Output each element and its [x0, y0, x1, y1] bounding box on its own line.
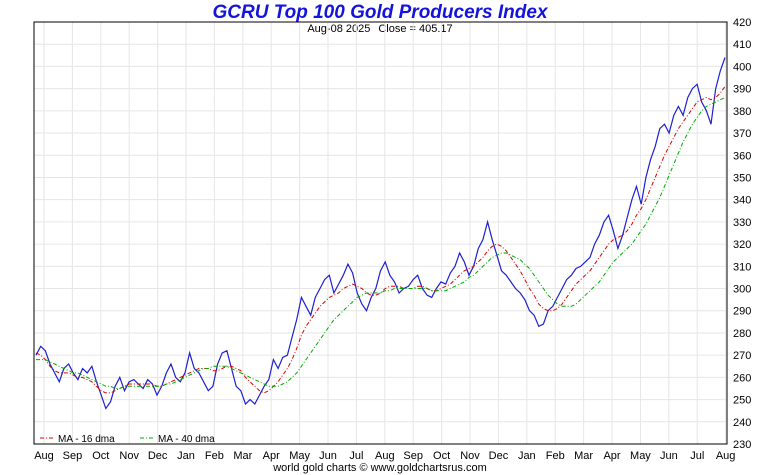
chart-title: GCRU Top 100 Gold Producers Index [212, 2, 548, 23]
legend: MA - 16 dma MA - 40 dma [40, 434, 215, 445]
x-tick-label: Dec [489, 450, 509, 462]
x-tick-label: Apr [263, 450, 280, 462]
x-tick-label: Jan [177, 450, 195, 462]
y-tick-label: 350 [733, 172, 751, 184]
x-tick-label: Jan [518, 450, 536, 462]
y-tick-label: 330 [733, 217, 751, 229]
x-tick-label: Feb [205, 450, 224, 462]
plot-frame [33, 21, 728, 445]
x-tick-label: Apr [603, 450, 620, 462]
x-tick-label: Jul [349, 450, 363, 462]
y-tick-label: 370 [733, 128, 751, 140]
y-tick-label: 320 [733, 239, 751, 251]
series-layer [35, 57, 726, 410]
ma40-line [36, 97, 726, 389]
y-tick-label: 400 [733, 61, 751, 73]
y-axis-ticks: 230 240 250 260 270 280 290 300 310 320 330 340 350 3… [733, 17, 751, 451]
x-tick-label: Jul [690, 450, 704, 462]
x-tick-label: May [630, 450, 651, 462]
x-tick-label: Mar [574, 450, 593, 462]
chart-subtitle: Aug-08 2025 Close = 405.17 [0, 23, 760, 35]
y-tick-label: 340 [733, 195, 751, 207]
x-tick-label: Sep [63, 450, 83, 462]
x-tick-label: Sep [403, 450, 423, 462]
x-tick-label: Aug [34, 450, 54, 462]
x-tick-label: Aug [716, 450, 736, 462]
chart-footer: world gold charts © www.goldchartsrus.co… [273, 462, 487, 474]
price-line [35, 57, 726, 410]
y-tick-label: 390 [733, 84, 751, 96]
y-tick-label: 230 [733, 439, 751, 451]
legend-ma40-label: MA - 40 dma [158, 434, 215, 445]
x-tick-label: Mar [233, 450, 252, 462]
y-tick-label: 360 [733, 150, 751, 162]
x-tick-label: Aug [375, 450, 395, 462]
date-label: Aug-08 2025 [307, 23, 371, 35]
x-axis-ticks: Aug Sep Oct Nov Dec Jan Feb Mar Apr May Jun Jul Aug S… [34, 450, 735, 462]
x-tick-label: Nov [119, 450, 139, 462]
x-tick-label: Nov [460, 450, 480, 462]
y-tick-label: 380 [733, 106, 751, 118]
x-tick-label: Jun [319, 450, 337, 462]
x-tick-label: May [289, 450, 310, 462]
y-tick-label: 260 [733, 372, 751, 384]
y-tick-label: 290 [733, 306, 751, 318]
legend-ma16-label: MA - 16 dma [58, 434, 115, 445]
x-tick-label: Dec [148, 450, 168, 462]
x-tick-label: Jun [660, 450, 678, 462]
y-tick-label: 250 [733, 395, 751, 407]
y-tick-label: 420 [733, 17, 751, 29]
y-tick-label: 270 [733, 350, 751, 362]
x-tick-label: Oct [433, 450, 450, 462]
x-tick-label: Oct [92, 450, 109, 462]
y-tick-label: 280 [733, 328, 751, 340]
y-tick-label: 240 [733, 417, 751, 429]
x-tick-label: Feb [546, 450, 565, 462]
y-tick-label: 410 [733, 39, 751, 51]
y-tick-label: 300 [733, 284, 751, 296]
close-label: Close = 405.17 [378, 23, 453, 35]
y-tick-label: 310 [733, 261, 751, 273]
